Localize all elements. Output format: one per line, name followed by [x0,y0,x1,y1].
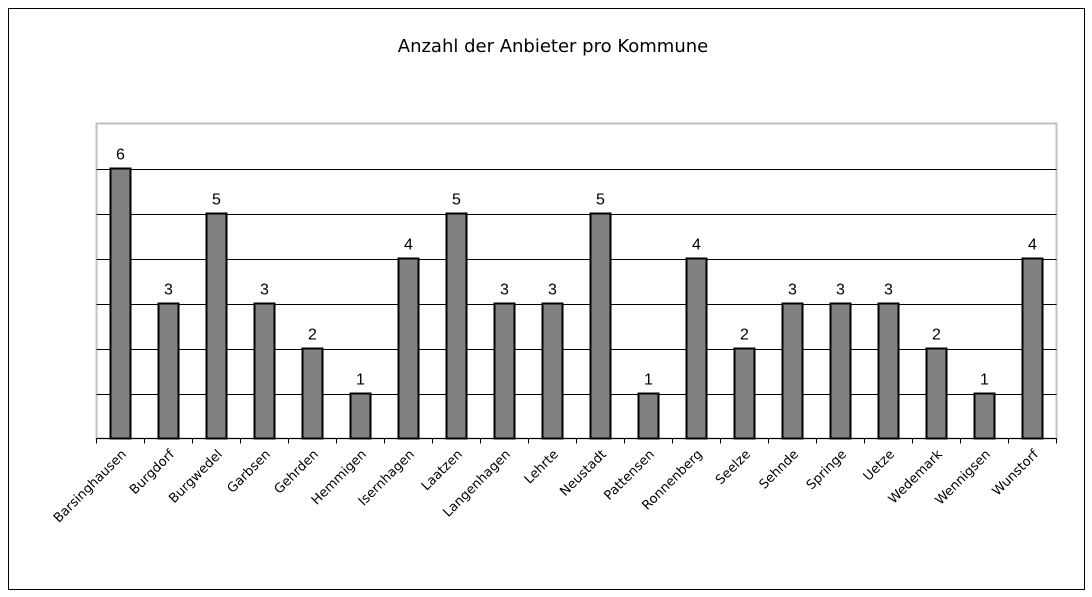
value-label: 5 [596,192,605,209]
value-label: 3 [164,282,173,299]
value-label: 3 [548,282,557,299]
value-label: 5 [452,192,461,209]
bar [253,302,276,440]
value-label: 3 [260,282,269,299]
value-label: 1 [356,372,365,389]
value-label: 1 [980,372,989,389]
bar [157,302,180,440]
value-label: 6 [116,147,125,164]
bar [877,302,900,440]
value-label: 4 [404,237,413,254]
chart-title: Anzahl der Anbieter pro Kommune [398,36,708,57]
bar [445,212,468,440]
bar [205,212,228,440]
bar [781,302,804,440]
bar [349,392,372,440]
bar [1021,257,1044,440]
bar [637,392,660,440]
value-label: 3 [836,282,845,299]
bar [109,167,132,440]
bar [829,302,852,440]
bar [685,257,708,440]
bar [301,347,324,440]
bar [493,302,516,440]
chart-border [8,8,1085,590]
value-label: 2 [308,327,317,344]
value-label: 3 [500,282,509,299]
value-label: 4 [1028,237,1037,254]
value-label: 2 [932,327,941,344]
bar [973,392,996,440]
value-label: 2 [740,327,749,344]
bar [541,302,564,440]
bar [733,347,756,440]
bar [925,347,948,440]
value-label: 3 [884,282,893,299]
value-label: 3 [788,282,797,299]
value-label: 1 [644,372,653,389]
value-label: 4 [692,237,701,254]
bar [397,257,420,440]
value-label: 5 [212,192,221,209]
bar [589,212,612,440]
